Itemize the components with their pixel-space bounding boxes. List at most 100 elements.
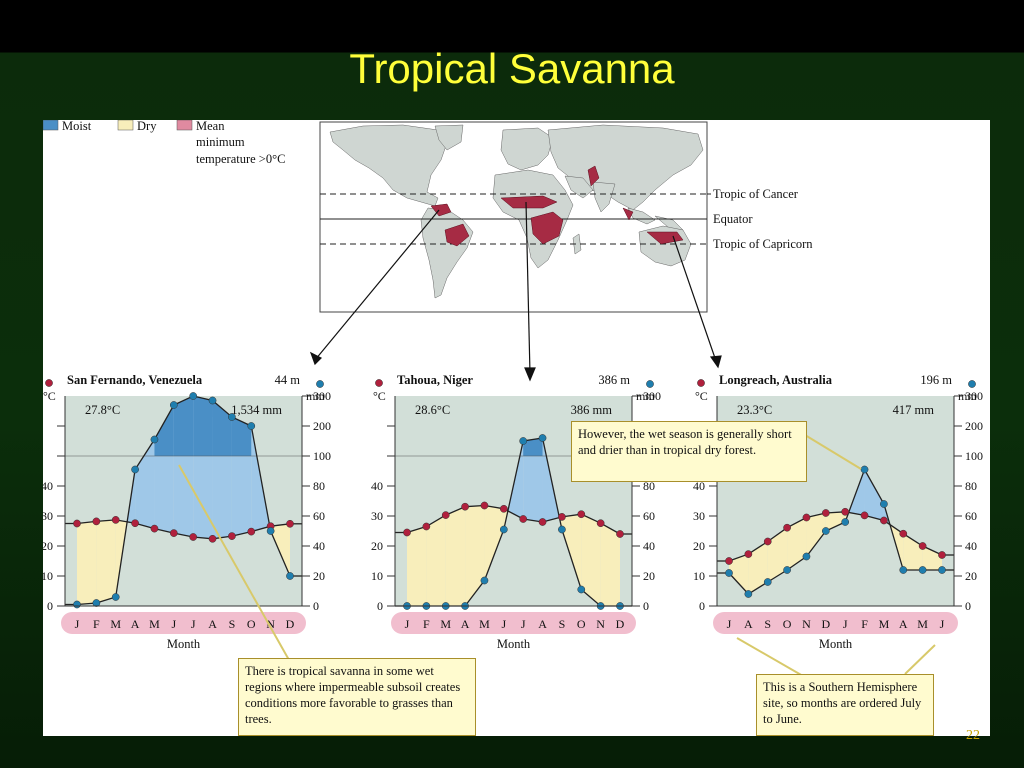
chart3-temperature-point (899, 529, 908, 538)
chart3-title: Longreach, Australia (719, 373, 833, 387)
chart1-elevation: 44 m (275, 373, 301, 387)
chart3-temperature-point (763, 537, 772, 546)
callout-pointer-southern-right (904, 644, 936, 675)
chart2-very-moist-area (523, 438, 543, 456)
chart1-temperature-point (169, 529, 178, 537)
callout-pointers (178, 434, 936, 677)
chart1-right-tick-label: 0 (313, 599, 319, 613)
chart3-mean-temperature: 23.3°C (737, 403, 772, 417)
chart1-left-tick-label: 30 (43, 509, 53, 523)
chart2-month-label: J (521, 617, 526, 631)
chart2-right-tick-label: 40 (643, 539, 655, 553)
chart3-elevation: 196 m (920, 373, 952, 387)
chart3-x-axis-label: Month (819, 637, 853, 651)
chart3-left-tick-label: 0 (699, 599, 705, 613)
chart3-precipitation-point (880, 500, 888, 508)
chart2-title: Tahoua, Niger (397, 373, 473, 387)
chart3-precipitation-point (725, 569, 733, 577)
chart3-precipitation-point (744, 590, 753, 598)
chart2-month-label: J (501, 617, 506, 631)
chart1-temperature-point (73, 519, 81, 528)
chart2-dry-area (465, 505, 485, 606)
chart2-mean-temperature: 28.6°C (415, 403, 450, 417)
chart2-temperature-point (616, 530, 624, 538)
chart1-month-label: M (149, 617, 160, 631)
chart2-dry-area (561, 514, 582, 590)
chart1-header-temp-marker (45, 379, 53, 387)
chart3-temperature-point (725, 557, 733, 565)
chart1-title: San Fernando, Venezuela (67, 373, 203, 387)
chart3-temperature-point (783, 523, 791, 532)
chart1-temperature-point (92, 517, 101, 526)
chart2-left-tick-label: 20 (371, 539, 383, 553)
chart1-temperature-point (150, 524, 159, 533)
chart2-right-unit: mm (636, 389, 655, 403)
chart3-month-label: S (764, 617, 771, 631)
chart3-dry-area (903, 533, 923, 570)
chart2-precipitation-point (577, 585, 586, 594)
chart2-elevation: 386 m (598, 373, 630, 387)
chart3-month-label: J (940, 617, 945, 631)
callout-southern-hemisphere: This is a Southern Hemisphere site, so m… (756, 674, 934, 736)
arrow-to-longreach (672, 235, 717, 362)
chart3-moist-area (864, 469, 884, 521)
chart2-month-label: D (616, 617, 625, 631)
chart1-x-axis-label: Month (167, 637, 201, 651)
chart1-precipitation-point (73, 600, 81, 609)
chart1-precipitation-point (286, 572, 294, 580)
chart2-right-tick-label: 20 (643, 569, 655, 583)
chart1-left-tick-label: 0 (47, 599, 53, 613)
chart1-precipitation-point (208, 396, 217, 405)
chart3-temperature-point (938, 551, 946, 559)
legend-mean-minimum-swatch (176, 120, 193, 131)
chart3-month-label: O (783, 617, 792, 631)
chart2-moist-area (523, 438, 543, 522)
chart2-month-label: A (538, 617, 547, 631)
chart1-month-label: A (131, 617, 140, 631)
chart3-right-tick-label: 100 (965, 449, 983, 463)
chart3-temperature-point (821, 509, 830, 517)
slide-title: Tropical Savanna (349, 45, 675, 92)
legend-dry-swatch (117, 120, 134, 131)
chart1-very-moist-area (193, 396, 213, 456)
chart1-temperature-point (189, 533, 198, 541)
chart3-right-tick-label: 80 (965, 479, 977, 493)
chart2-month-label: N (596, 617, 605, 631)
tropic-of-capricorn-label: Tropic of Capricorn (713, 237, 813, 251)
chart1-very-moist-area (173, 396, 194, 456)
climate-figure: Moist Dry Mean minimum temperature >0°C (43, 120, 990, 736)
chart1-month-label: S (229, 617, 236, 631)
chart1-month-label: J (171, 617, 176, 631)
chart2-left-tick-label: 10 (371, 569, 383, 583)
arrow-head-tahoua (524, 367, 536, 382)
legend-minimum-label: minimum (196, 135, 245, 149)
chart1-left-tick-label: 10 (43, 569, 53, 583)
chart3-dry-area (787, 517, 807, 570)
chart3-right-tick-label: 200 (965, 419, 983, 433)
legend-moist-label: Moist (62, 120, 92, 133)
chart2-temperature-point (499, 504, 508, 513)
chart2-dry-area (445, 506, 466, 606)
chart1-precipitation-point (111, 593, 120, 601)
chart1-dry-area (270, 523, 290, 576)
callout-wet-season: However, the wet season is generally sho… (571, 421, 807, 482)
chart3-temperature-point (918, 542, 927, 550)
chart2-dry-area (407, 526, 427, 606)
chart3-month-label: M (917, 617, 928, 631)
chart1-month-label: N (266, 617, 275, 631)
chart1-annual-precipitation: 1,534 mm (231, 403, 282, 417)
chart3-annual-precipitation: 417 mm (893, 403, 935, 417)
chart2-dry-area (426, 515, 446, 606)
arrow-head-longreach (709, 355, 722, 369)
chart3-right-tick-label: 0 (965, 599, 971, 613)
chart2-dry-area (600, 523, 620, 606)
chart2-precipitation-point (519, 437, 528, 445)
chart1-right-unit: mm (306, 389, 325, 403)
chart2-header-precip-marker (646, 380, 654, 388)
callout-impermeable-subsoil: There is tropical savanna in some wet re… (238, 658, 476, 736)
chart2-temperature-point (538, 518, 547, 526)
chart1-right-tick-label: 100 (313, 449, 331, 463)
chart1-right-tick-label: 200 (313, 419, 331, 433)
chart3-header-precip-marker (968, 380, 976, 388)
chart3-temperature-point (880, 516, 888, 525)
